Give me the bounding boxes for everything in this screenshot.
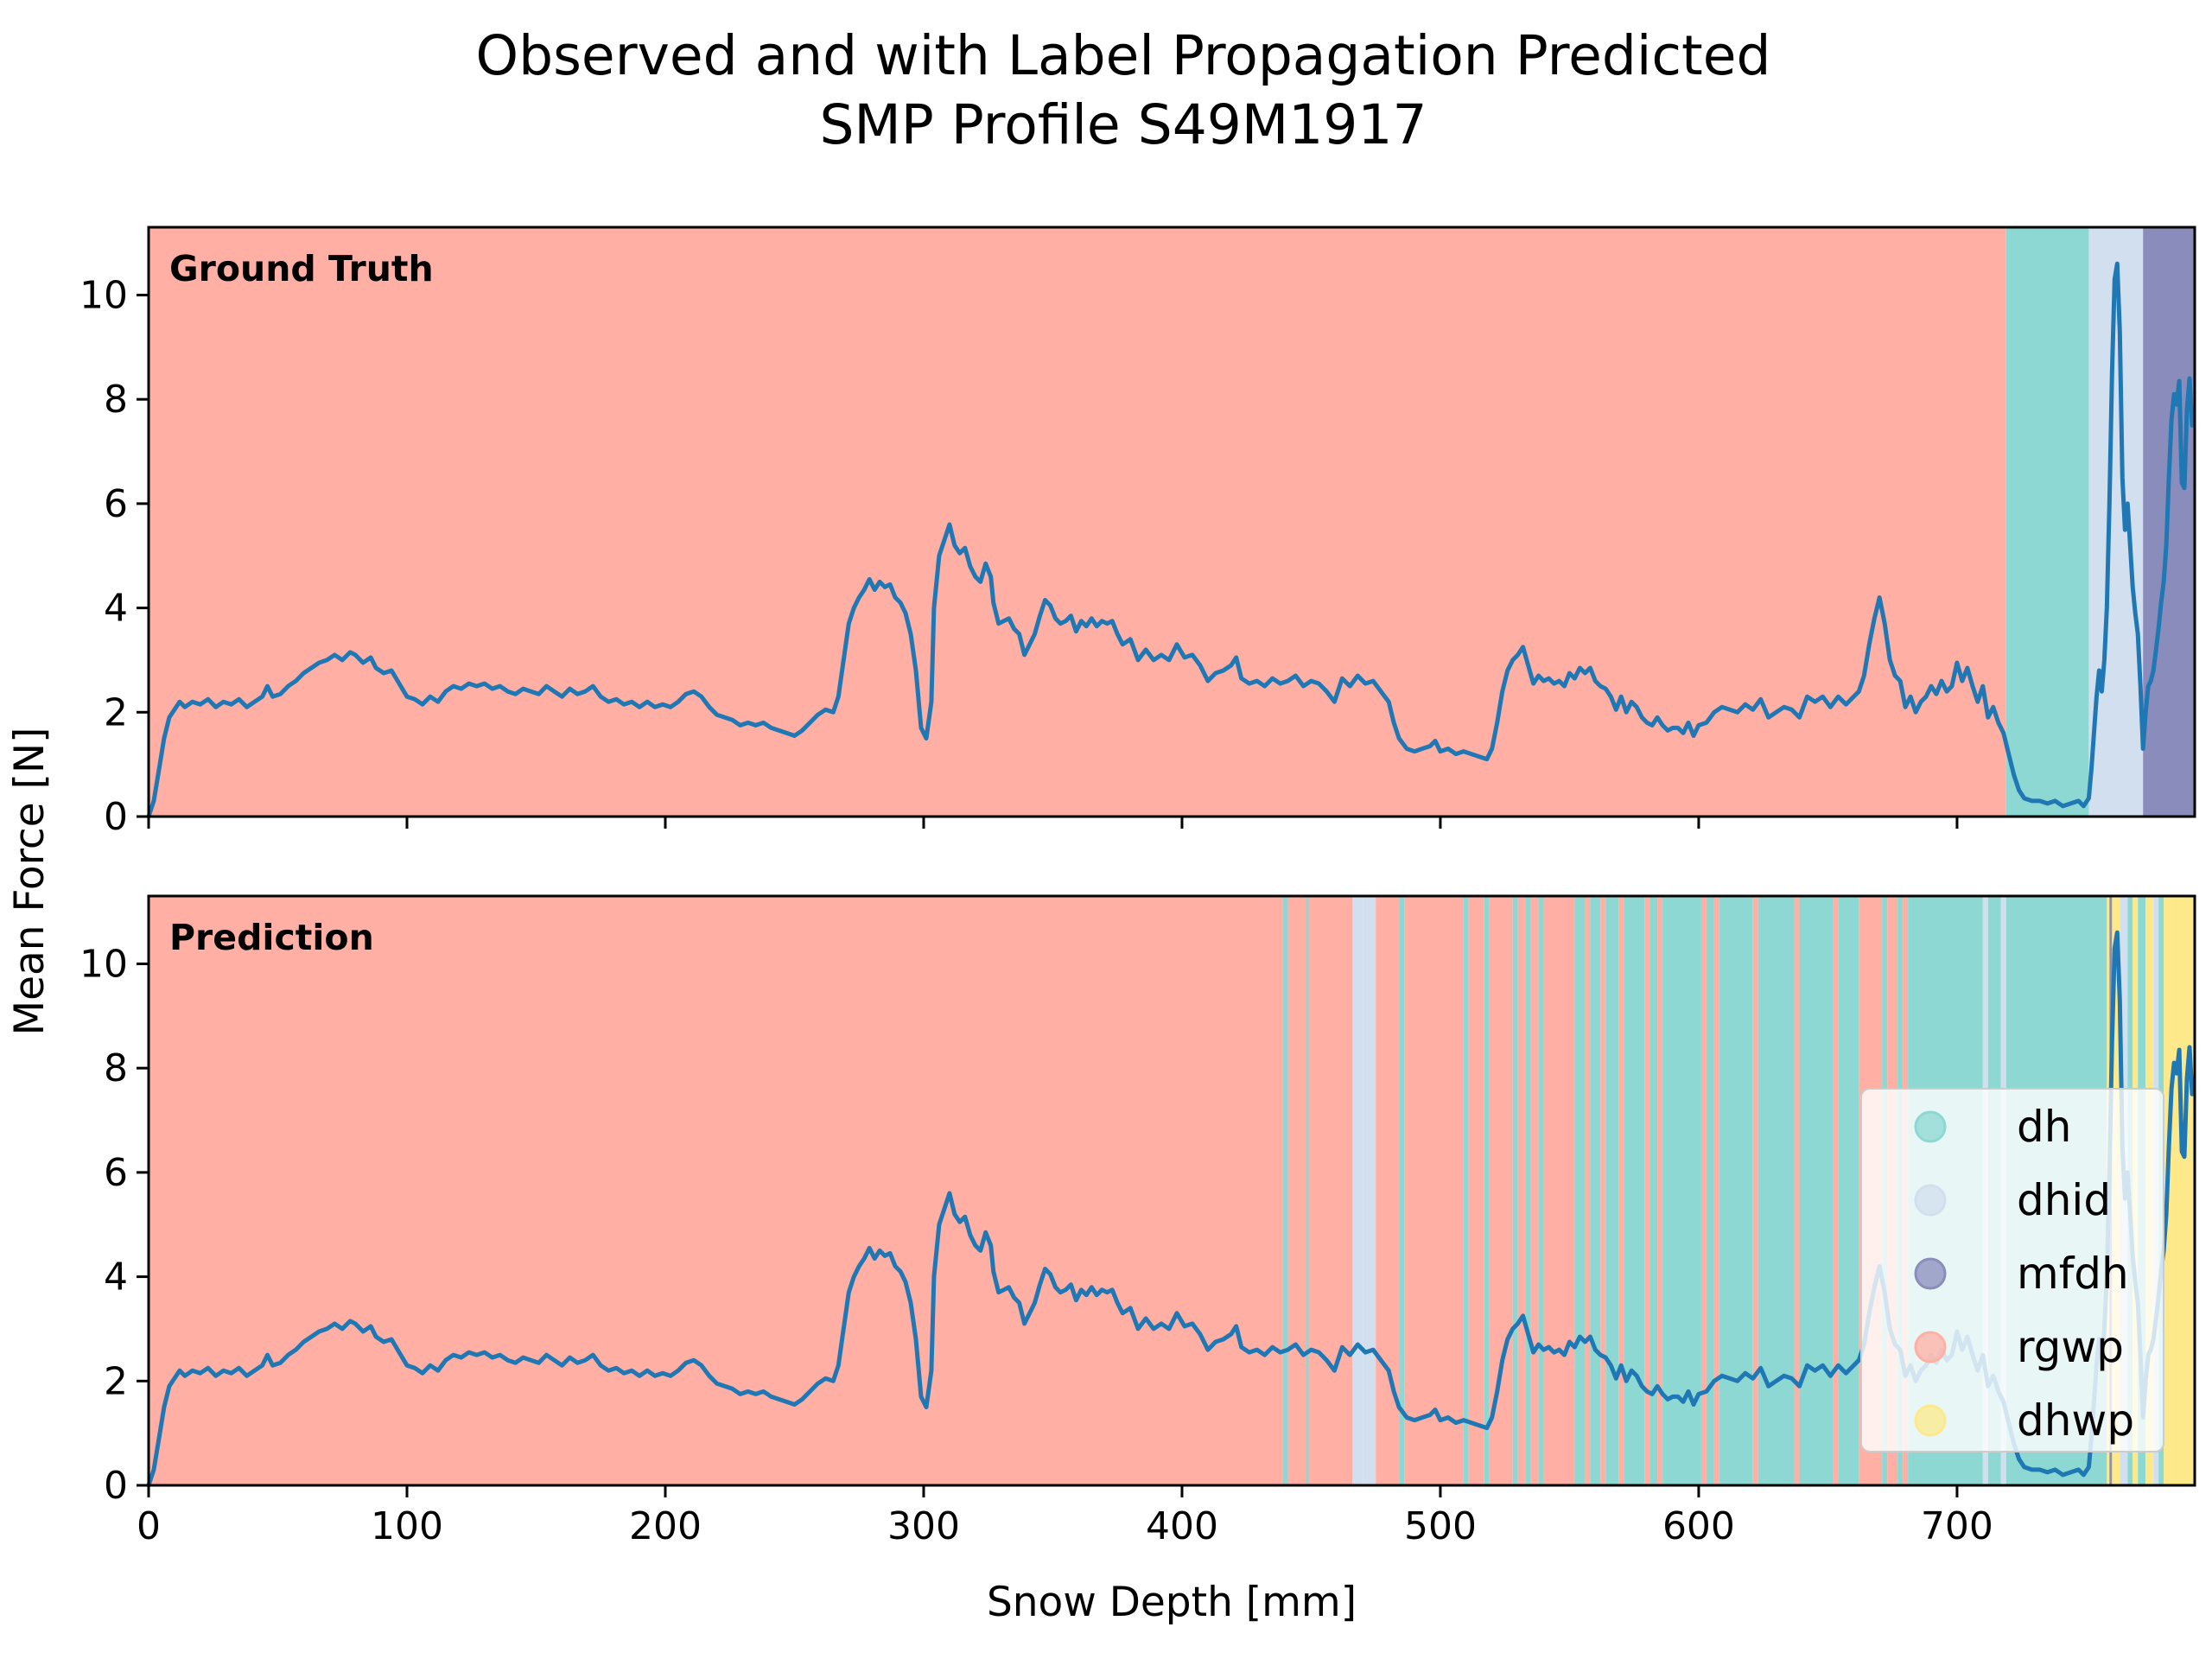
panel-ground-truth: 0 2 4 6 8 10 Ground Truth xyxy=(79,226,2196,839)
layer-band-rgwp xyxy=(1644,896,1650,1485)
y-tick-label: 10 xyxy=(79,942,128,986)
y-tick-label: 4 xyxy=(104,587,128,631)
layer-band-dh xyxy=(1306,896,1309,1485)
y-tick-label: 6 xyxy=(104,482,128,526)
x-tick-label: 0 xyxy=(137,1504,161,1548)
layer-band-rgwp xyxy=(1376,896,1400,1485)
layer-band-dhid xyxy=(1363,896,1376,1485)
x-tick-label: 100 xyxy=(371,1504,443,1548)
legend-label-mfdh: mfdh xyxy=(2017,1249,2129,1299)
y-tick-label: 10 xyxy=(79,273,128,317)
layer-band-dh xyxy=(1538,896,1544,1485)
layer-band-rgwp xyxy=(1517,896,1526,1485)
legend-label-rgwp: rgwp xyxy=(2017,1322,2124,1372)
legend-marker-dhwp xyxy=(1914,1404,1947,1437)
layer-band-rgwp xyxy=(149,227,2006,817)
layer-band-dhid xyxy=(1352,896,1363,1485)
layer-band-rgwp xyxy=(1404,896,1464,1485)
x-axis-label: Snow Depth [mm] xyxy=(987,1579,1357,1626)
layer-band-rgwp xyxy=(1585,896,1591,1485)
layer-band-rgwp xyxy=(1489,896,1513,1485)
y-tick-label: 0 xyxy=(104,1464,128,1508)
layer-band-dh xyxy=(1649,896,1658,1485)
layer-band-dh xyxy=(1706,896,1714,1485)
layer-band-dhwp xyxy=(2171,896,2195,1485)
legend-marker-mfdh xyxy=(1914,1257,1947,1290)
y-tick-label: 2 xyxy=(104,690,128,734)
layer-band-dh xyxy=(1758,896,1795,1485)
layer-band-dh xyxy=(1624,896,1645,1485)
y-axis-label: Mean Force [N] xyxy=(6,728,54,1036)
layer-band-rgwp xyxy=(1618,896,1624,1485)
layer-band-dh xyxy=(1838,896,1859,1485)
layer-band-dh xyxy=(1590,896,1601,1485)
layer-band-rgwp xyxy=(149,896,1283,1485)
layer-band-dh xyxy=(1399,896,1405,1485)
legend-label-dhwp: dhwp xyxy=(2017,1395,2134,1446)
panel-label: Ground Truth xyxy=(169,248,434,289)
y-tick-label: 0 xyxy=(104,795,128,839)
x-tick-label: 600 xyxy=(1662,1504,1735,1548)
layer-band-rgwp xyxy=(1657,896,1663,1485)
x-tick-label: 400 xyxy=(1146,1504,1218,1548)
legend-label-dhid: dhid xyxy=(2017,1175,2111,1225)
layer-band-dhid xyxy=(2088,227,2144,817)
layer-band-dh xyxy=(1574,896,1586,1485)
layer-band-rgwp xyxy=(1752,896,1758,1485)
legend-label-dh: dh xyxy=(2017,1102,2071,1152)
x-tick-label: 700 xyxy=(1921,1504,1993,1548)
layer-band-dh xyxy=(1719,896,1753,1485)
layer-band-rgwp xyxy=(1713,896,1719,1485)
legend: dh dhid mfdh rgwp dhwp xyxy=(1860,1088,2164,1452)
y-tick-label: 6 xyxy=(104,1151,128,1195)
layer-band-dh xyxy=(1662,896,1701,1485)
layer-band-dh xyxy=(1525,896,1531,1485)
x-tick-label: 500 xyxy=(1404,1504,1477,1548)
plot-frame xyxy=(147,226,2196,818)
layer-band-rgwp xyxy=(1530,896,1539,1485)
legend-marker-dh xyxy=(1914,1110,1947,1143)
y-tick-label: 4 xyxy=(104,1255,128,1300)
layer-band-dh xyxy=(1463,896,1469,1485)
layer-band-rgwp xyxy=(1600,896,1606,1485)
layer-band-dh xyxy=(2005,227,2089,817)
layer-band-rgwp xyxy=(1700,896,1707,1485)
layer-band-rgwp xyxy=(1833,896,1839,1485)
force-profile-line xyxy=(146,261,2195,819)
x-tick-label: 200 xyxy=(629,1504,702,1548)
layer-band-rgwp xyxy=(1794,896,1800,1485)
y-tick-label: 2 xyxy=(104,1359,128,1403)
layer-band-dh xyxy=(1605,896,1619,1485)
plot-frame xyxy=(147,894,2196,1487)
legend-marker-rgwp xyxy=(1914,1331,1947,1363)
layer-band-dh xyxy=(1799,896,1834,1485)
layer-band-rgwp xyxy=(1308,896,1353,1485)
chart-title-line1: Observed and with Label Propagation Pred… xyxy=(476,24,1771,87)
layer-band-dh xyxy=(1282,896,1288,1485)
y-tick-label: 8 xyxy=(104,378,128,422)
x-tick-label: 300 xyxy=(887,1504,960,1548)
layer-band-dh xyxy=(1512,896,1518,1485)
panel-label: Prediction xyxy=(169,917,374,958)
y-tick-label: 8 xyxy=(104,1046,128,1090)
chart-title-line2: SMP Profile S49M1917 xyxy=(819,93,1427,156)
layer-band-dh xyxy=(1484,896,1490,1485)
legend-marker-dhid xyxy=(1914,1184,1947,1217)
layer-band-rgwp xyxy=(1287,896,1306,1485)
layer-band-rgwp xyxy=(1543,896,1575,1485)
layer-band-rgwp xyxy=(1468,896,1484,1485)
